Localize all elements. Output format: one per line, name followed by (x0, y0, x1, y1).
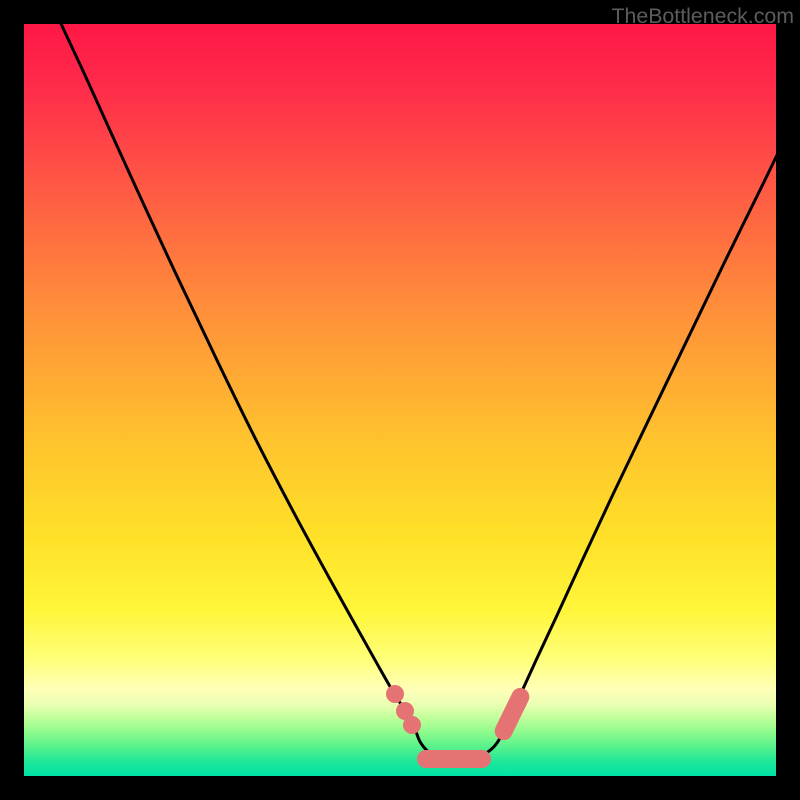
watermark-text: TheBottleneck.com (611, 4, 794, 29)
data-segment-marker (417, 750, 491, 768)
data-point-marker (403, 716, 421, 734)
plot-area (24, 24, 776, 776)
chart-root: { "canvas": { "width": 800, "height": 80… (0, 0, 800, 800)
data-point-marker (386, 685, 404, 703)
bottleneck-curve (24, 24, 776, 776)
